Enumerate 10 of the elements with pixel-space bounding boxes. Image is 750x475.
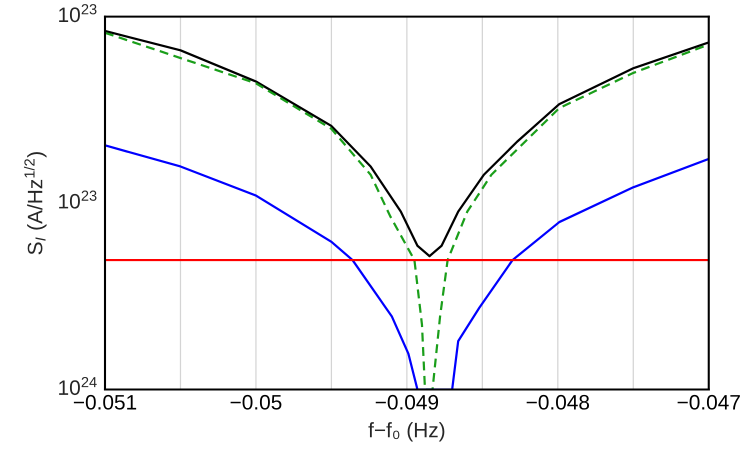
text: 10$^{24}$ [59,376,97,396]
x-tick-label: −0.048 [526,394,590,410]
y-axis-title: S$_{I}$ (A/Hz$^{1/2}$) [24,152,47,254]
x-tick-label: −0.049 [376,394,438,410]
text: 10$^{23}$ [59,4,96,22]
x-axis-title: f−f₀ (Hz) [368,422,444,442]
x-tick-label: −0.05 [230,394,282,410]
x-tick-label: −0.051 [74,394,136,410]
text: 10$^{23}$ [59,190,96,209]
x-tick-label: −0.047 [678,394,740,410]
